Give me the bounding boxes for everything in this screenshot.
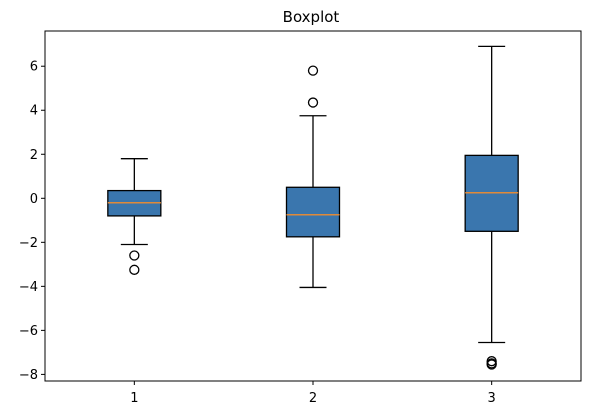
iqr-box bbox=[285, 186, 341, 238]
outlier-point bbox=[307, 65, 319, 76]
y-axis: −8 −6 −4 −2 0 2 4 6 bbox=[19, 60, 45, 383]
box-series-3 bbox=[464, 45, 519, 370]
y-tick-label: 6 bbox=[30, 60, 38, 75]
plot-area bbox=[107, 45, 519, 370]
y-tick-label: 4 bbox=[30, 104, 38, 119]
box-series-1 bbox=[107, 158, 162, 275]
box-series-2 bbox=[285, 65, 341, 289]
y-tick-label: −6 bbox=[19, 324, 38, 339]
y-tick-label: 2 bbox=[30, 148, 38, 163]
y-tick-label: 0 bbox=[30, 192, 38, 207]
outlier-point bbox=[307, 97, 319, 108]
outlier-point bbox=[129, 264, 140, 275]
chart-title: Boxplot bbox=[283, 8, 340, 26]
x-tick-label: 1 bbox=[130, 391, 138, 406]
y-tick-label: −8 bbox=[19, 368, 38, 383]
outlier-point bbox=[129, 250, 140, 261]
outlier-point bbox=[486, 359, 497, 370]
y-tick-label: −4 bbox=[19, 280, 38, 295]
x-tick-label: 3 bbox=[488, 391, 496, 406]
x-axis: 1 2 3 bbox=[130, 381, 496, 406]
x-tick-label: 2 bbox=[309, 391, 317, 406]
y-tick-label: −2 bbox=[19, 236, 38, 251]
